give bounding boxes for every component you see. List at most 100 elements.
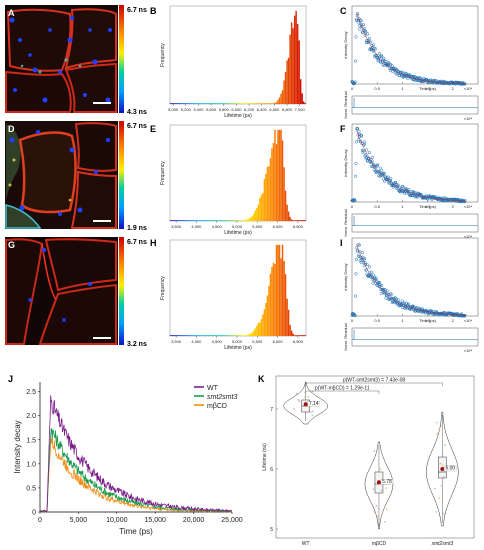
y-axis-label: Frequency	[160, 43, 166, 67]
x-category-label: smt2smt3	[431, 541, 453, 547]
histogram-bar	[218, 220, 220, 221]
histogram-bar	[176, 103, 178, 104]
x-tick-label: 5,800	[219, 107, 230, 112]
x-tick-label: 5,400	[193, 107, 204, 112]
decay-point	[367, 40, 371, 44]
x-tick-label: 4,500	[212, 339, 223, 344]
histogram-bar	[286, 60, 288, 104]
histogram-bar	[251, 332, 254, 336]
histogram-bar	[301, 335, 303, 336]
x-tick-label: 5,500	[252, 224, 263, 229]
histogram-bar	[225, 335, 228, 336]
colorbar-g-min: 3.2 ns	[127, 341, 147, 348]
histogram-bar	[194, 335, 196, 336]
data-point	[441, 453, 444, 455]
decay-point	[374, 170, 378, 174]
y-axis-label: Frequency	[160, 276, 166, 300]
histogram-bar	[228, 103, 231, 104]
histogram-bar	[179, 220, 181, 221]
decay-point	[401, 75, 406, 79]
histogram-bar	[287, 57, 290, 104]
decay-point	[408, 193, 412, 197]
data-point	[304, 391, 307, 394]
histogram-bar	[266, 166, 269, 221]
histogram-bar	[180, 220, 183, 221]
x-tick-label: 6,000	[273, 339, 284, 344]
histogram-bar	[189, 220, 192, 221]
decay-point	[440, 198, 444, 202]
decay-point	[354, 18, 358, 22]
histogram-bar	[183, 220, 186, 221]
histogram-bar	[239, 103, 241, 104]
x-tick-label: 5,500	[252, 339, 263, 344]
histogram-bar	[221, 220, 223, 221]
x-tick-label: 10,000	[106, 517, 128, 524]
histogram-bar	[272, 262, 275, 336]
histogram-bar	[224, 220, 226, 221]
histogram-bar	[224, 335, 226, 336]
histogram-bar	[215, 220, 217, 221]
histogram-bar	[289, 34, 291, 104]
histogram-bar	[253, 330, 255, 336]
histogram-bar	[210, 103, 213, 104]
data-point	[307, 395, 309, 398]
significance-bracket	[305, 382, 443, 386]
histogram-bar	[259, 103, 261, 104]
histogram-bar	[234, 335, 237, 336]
histogram-bar	[195, 335, 198, 336]
histogram-bar	[197, 220, 199, 221]
decay-point	[372, 49, 376, 53]
histogram-bar	[257, 204, 260, 221]
histogram-bar	[201, 103, 204, 104]
histogram-bar	[292, 220, 294, 221]
histogram-bar	[236, 220, 238, 221]
decay-point	[389, 177, 393, 181]
x-tick-label: 20,000	[183, 517, 205, 524]
x-tick-label: 6,200	[244, 107, 255, 112]
histogram-bar	[183, 335, 186, 336]
histogram-bar	[192, 335, 195, 336]
histogram-bar	[263, 103, 266, 104]
histogram-bar	[192, 103, 195, 104]
histogram-bar	[227, 335, 229, 336]
histogram-bar	[215, 103, 217, 104]
histogram-bar	[250, 103, 252, 104]
histogram-bar	[241, 220, 243, 221]
decay-point	[361, 150, 365, 154]
x-tick-label: 5,000	[232, 339, 243, 344]
decay-plot-c: 0 0.5 1 1.5 2 Time (ps) ×10⁴ ×10⁴ Intensity Deca…	[343, 5, 479, 121]
histogram-bar	[268, 103, 270, 104]
y-tick-label: 5	[270, 527, 273, 533]
decay-point	[382, 287, 386, 291]
decay-point	[386, 175, 390, 179]
data-point	[310, 411, 313, 414]
histogram-bar	[194, 220, 196, 221]
mean-label-box	[380, 479, 394, 485]
histogram-bar	[256, 103, 258, 104]
data-point	[373, 511, 376, 513]
histogram-bar	[173, 335, 175, 336]
violin-chart-k: 5 6 7 Lifetime (ns) 7.14 WT 5.78 mβCD 6.00 smt2sm…	[262, 375, 475, 547]
residual-frame	[351, 95, 479, 115]
histogram-bar	[269, 158, 272, 221]
significance-label: p(WT-mβCD) = 1.29e-11	[315, 386, 370, 392]
histogram-bar	[278, 97, 281, 104]
panel-label-f: F	[340, 124, 346, 134]
y-tick-label: 2.5	[26, 389, 36, 396]
histogram-bar	[299, 335, 302, 336]
histogram-bar	[265, 173, 267, 221]
histogram-bar	[242, 220, 244, 221]
histogram-bar	[189, 103, 192, 104]
significance-bracket	[305, 390, 380, 394]
panel-label-e: E	[150, 124, 156, 134]
histogram-bar	[266, 295, 269, 336]
histogram-bar	[198, 220, 201, 221]
micrograph-d	[5, 121, 118, 229]
x-tick-label: 1	[401, 204, 404, 209]
histogram-bar	[274, 264, 276, 336]
histogram-bar	[183, 103, 186, 104]
legend-label: mβCD	[207, 403, 227, 410]
panel-label-d: D	[8, 124, 15, 134]
x-tick-label: 6,800	[282, 107, 293, 112]
